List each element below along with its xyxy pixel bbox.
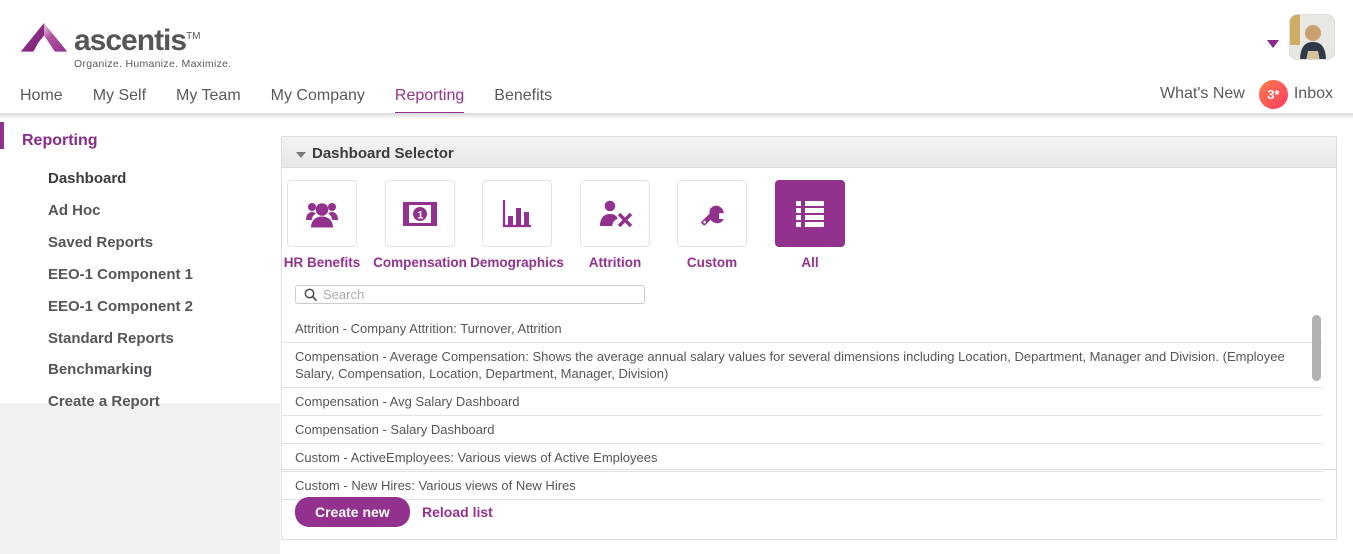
svg-text:1: 1 (417, 209, 423, 221)
